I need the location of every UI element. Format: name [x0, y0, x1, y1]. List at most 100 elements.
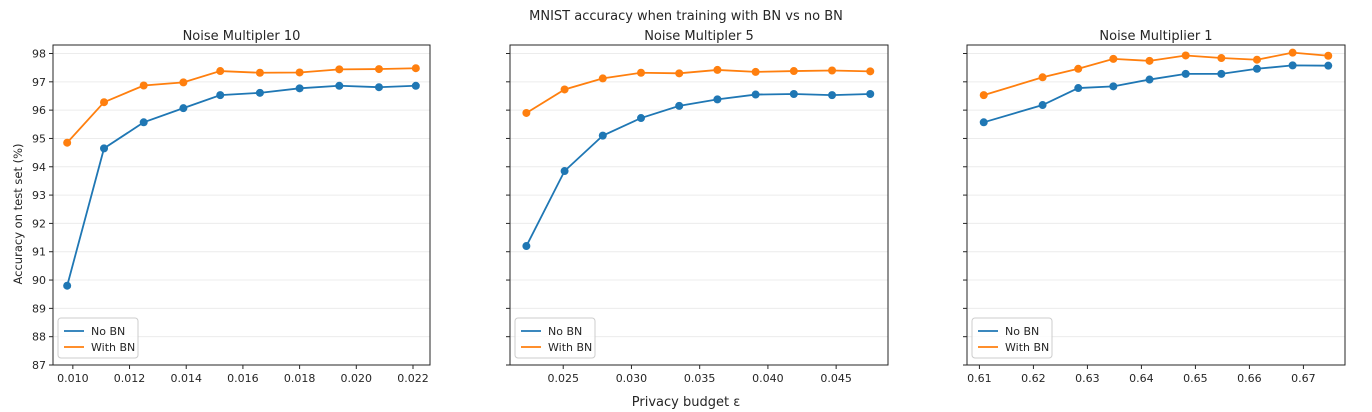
legend: No BN With BN [57, 317, 139, 359]
data-point [1109, 82, 1118, 91]
data-point [374, 83, 383, 92]
data-point [1074, 84, 1083, 93]
data-point [335, 65, 344, 74]
data-point [139, 81, 148, 90]
y-tick-label: 95 [32, 132, 46, 145]
figure-title: MNIST accuracy when training with BN vs … [529, 9, 843, 24]
data-point [751, 67, 760, 76]
data-point [295, 84, 304, 93]
y-tick-label: 88 [32, 331, 46, 344]
data-point [866, 67, 875, 76]
x-tick-label: 0.63 [1075, 372, 1100, 385]
x-tick-label: 0.61 [967, 372, 992, 385]
x-tick-label: 0.66 [1237, 372, 1262, 385]
y-tick-label: 98 [32, 47, 46, 60]
axes-frame [509, 44, 889, 366]
series-no-bn [979, 61, 1333, 127]
data-point [828, 66, 837, 75]
data-point [637, 114, 646, 123]
data-point [374, 65, 383, 74]
data-point [255, 88, 264, 97]
data-point [295, 68, 304, 77]
x-tick-label: 0.62 [1021, 372, 1046, 385]
panel-title: Noise Multipler 5 [644, 29, 754, 44]
series-no-bn [63, 81, 420, 290]
series-line [525, 93, 871, 247]
data-point [637, 68, 646, 77]
data-point [979, 91, 988, 100]
x-tick-label: 0.012 [114, 372, 146, 385]
legend-label: No BN [91, 325, 125, 338]
data-point [713, 95, 722, 104]
series-line [66, 84, 416, 286]
data-point [828, 91, 837, 100]
axes-frame [966, 44, 1346, 366]
y-tick-label: 96 [32, 104, 46, 117]
y-tick-label: 89 [32, 302, 46, 315]
data-point [1074, 64, 1083, 73]
data-point [522, 108, 531, 117]
data-point [216, 91, 225, 100]
chart-panel-2: Noise Multipler 5 0.025 0.030 0.035 0.040 0.0… [506, 29, 889, 385]
data-point [63, 281, 72, 290]
x-tick-label: 0.040 [752, 372, 784, 385]
data-point [1288, 48, 1297, 57]
series-line [66, 67, 416, 144]
data-point [789, 89, 798, 98]
data-point [598, 74, 607, 83]
legend-label: With BN [548, 341, 592, 354]
legend-box [514, 317, 596, 359]
y-tick-label: 90 [32, 274, 46, 287]
x-tick-label: 0.020 [341, 372, 373, 385]
x-tick-label: 0.045 [820, 372, 852, 385]
x-tick-label: 0.64 [1129, 372, 1154, 385]
legend-label: With BN [91, 341, 135, 354]
data-point [1324, 51, 1333, 60]
data-point [598, 131, 607, 140]
data-point [1145, 56, 1154, 65]
x-tick-label: 0.010 [57, 372, 89, 385]
data-point [1181, 69, 1190, 78]
data-point [100, 98, 109, 107]
chart-panels: Noise Multipler 10 87 88 89 90 91 92 93 94 95 96 97… [32, 29, 1346, 385]
data-point [335, 81, 344, 90]
x-tick-label: 0.016 [227, 372, 259, 385]
data-point [789, 67, 798, 76]
series-with-bn [979, 48, 1333, 100]
x-tick-label: 0.65 [1183, 372, 1208, 385]
data-point [216, 67, 225, 76]
data-point [1109, 54, 1118, 63]
x-tick-label: 0.67 [1291, 372, 1316, 385]
legend-label: With BN [1005, 341, 1049, 354]
x-axis-label: Privacy budget ε [632, 395, 740, 410]
y-tick-label: 87 [32, 359, 46, 372]
y-tick-label: 97 [32, 76, 46, 89]
chart-panel-1: Noise Multipler 10 87 88 89 90 91 92 93 94 95 96 97… [32, 29, 431, 385]
data-point [1038, 101, 1047, 110]
axes-frame [52, 44, 431, 366]
legend: No BN With BN [514, 317, 596, 359]
legend: No BN With BN [971, 317, 1053, 359]
legend-box [971, 317, 1053, 359]
y-tick-label: 94 [32, 161, 46, 174]
data-point [1288, 61, 1297, 70]
series-with-bn [63, 64, 420, 147]
y-tick-label: 93 [32, 189, 46, 202]
y-tick-label: 92 [32, 217, 46, 230]
legend-label: No BN [548, 325, 582, 338]
data-point [560, 85, 569, 94]
data-point [63, 138, 72, 147]
data-point [675, 101, 684, 110]
data-point [255, 68, 264, 77]
series-line [525, 69, 871, 114]
data-point [179, 104, 188, 113]
data-point [1252, 64, 1261, 73]
data-point [179, 78, 188, 87]
x-tick-label: 0.035 [684, 372, 716, 385]
data-point [1038, 73, 1047, 82]
legend-box [57, 317, 139, 359]
legend-label: No BN [1005, 325, 1039, 338]
data-point [1217, 54, 1226, 63]
x-tick-label: 0.030 [616, 372, 648, 385]
